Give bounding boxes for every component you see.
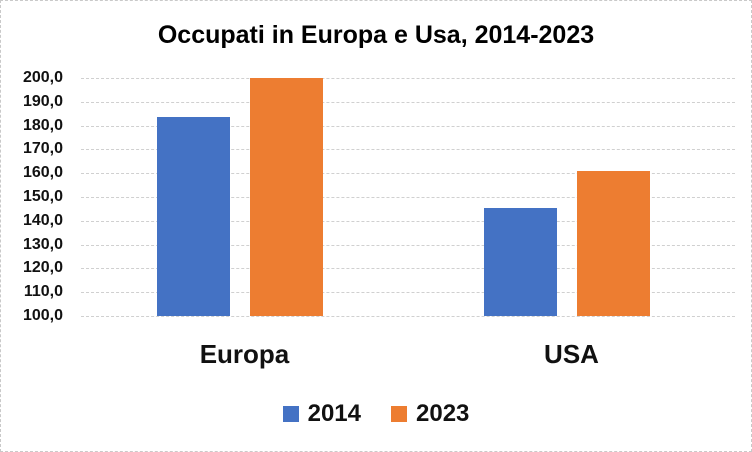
- gridline-110,0: [81, 292, 735, 293]
- gridline-120,0: [81, 268, 735, 269]
- bar-europa-2023: [250, 78, 323, 316]
- gridline-200,0: [81, 78, 735, 79]
- gridline-160,0: [81, 173, 735, 174]
- y-tick-label: 190,0: [22, 93, 63, 110]
- legend-swatch-2023-icon: [391, 406, 407, 422]
- gridline-180,0: [81, 126, 735, 127]
- y-tick-label: 110,0: [23, 283, 63, 300]
- legend-label-2014: 2014: [307, 400, 361, 427]
- gridline-100,0: [81, 316, 735, 317]
- bar-europa-2014: [157, 117, 230, 316]
- y-tick-label: 100,0: [22, 307, 63, 324]
- gridline-170,0: [81, 149, 735, 150]
- bar-usa-2023: [577, 171, 650, 316]
- chart-title: Occupati in Europa e Usa, 2014-2023: [157, 21, 595, 49]
- y-tick-label: 130,0: [22, 236, 63, 253]
- y-tick-label: 160,0: [22, 164, 63, 181]
- y-tick-label: 200,0: [22, 69, 63, 86]
- gridline-140,0: [81, 221, 735, 222]
- gridline-150,0: [81, 197, 735, 198]
- category-label-usa: USA: [544, 339, 599, 369]
- legend-swatch-2014-icon: [282, 406, 299, 422]
- y-tick-label: 170,0: [22, 140, 63, 157]
- y-tick-label: 180,0: [22, 117, 63, 134]
- legend: 2014 2023: [1, 400, 751, 428]
- y-tick-label: 150,0: [22, 188, 63, 205]
- legend-label-2023: 2023: [416, 400, 470, 427]
- gridline-190,0: [81, 102, 735, 103]
- bar-usa-2014: [484, 208, 557, 316]
- y-tick-label: 140,0: [22, 212, 63, 229]
- gridline-130,0: [81, 245, 735, 246]
- category-label-europa: Europa: [199, 339, 290, 369]
- y-tick-label: 120,0: [22, 259, 63, 276]
- legend-item-2023: 2023: [391, 400, 469, 428]
- legend-item-2014: 2014: [282, 400, 361, 428]
